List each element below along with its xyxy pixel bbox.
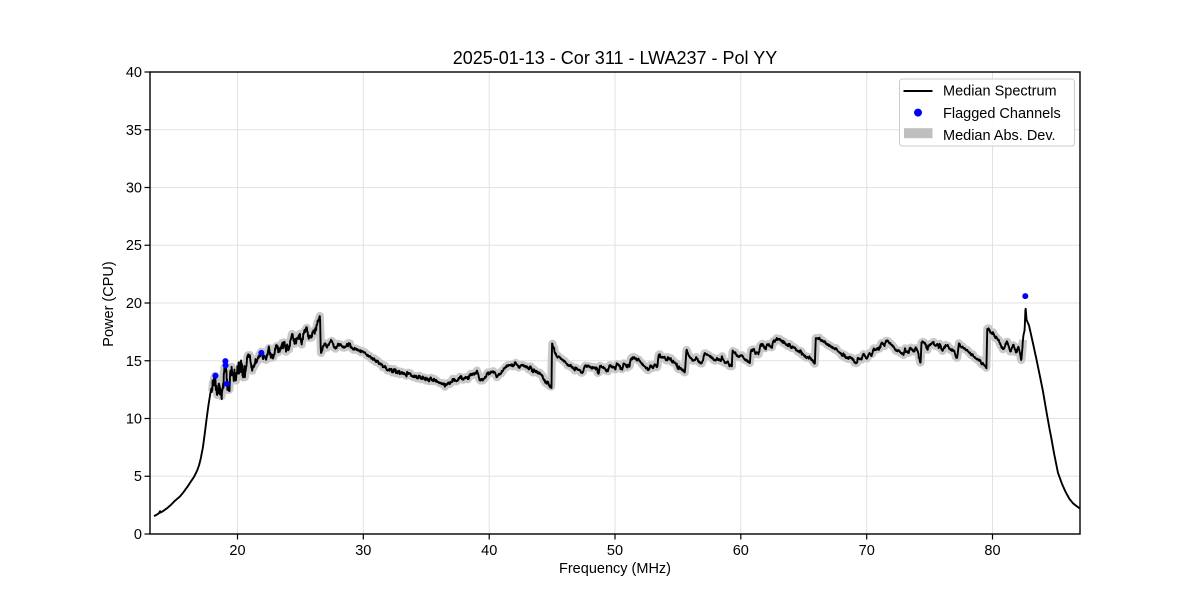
svg-text:Median Spectrum: Median Spectrum [943,84,1057,100]
svg-text:40: 40 [126,65,142,81]
svg-text:Power (CPU): Power (CPU) [101,261,117,346]
svg-text:Median Abs. Dev.: Median Abs. Dev. [943,128,1056,144]
svg-text:80: 80 [984,543,1000,559]
svg-text:Flagged Channels: Flagged Channels [943,106,1061,122]
svg-text:60: 60 [733,543,749,559]
svg-text:Frequency (MHz): Frequency (MHz) [559,561,671,577]
svg-text:70: 70 [859,543,875,559]
svg-text:35: 35 [126,123,142,139]
svg-text:0: 0 [134,527,142,543]
svg-text:50: 50 [607,543,623,559]
svg-text:30: 30 [355,543,371,559]
svg-text:10: 10 [126,412,142,428]
svg-text:5: 5 [134,469,142,485]
svg-text:25: 25 [126,238,142,254]
svg-text:20: 20 [126,296,142,312]
svg-text:30: 30 [126,181,142,197]
svg-text:2025-01-13 - Cor 311 - LWA237: 2025-01-13 - Cor 311 - LWA237 - Pol YY [453,48,778,68]
svg-text:15: 15 [126,354,142,370]
svg-text:20: 20 [229,543,245,559]
svg-text:40: 40 [481,543,497,559]
